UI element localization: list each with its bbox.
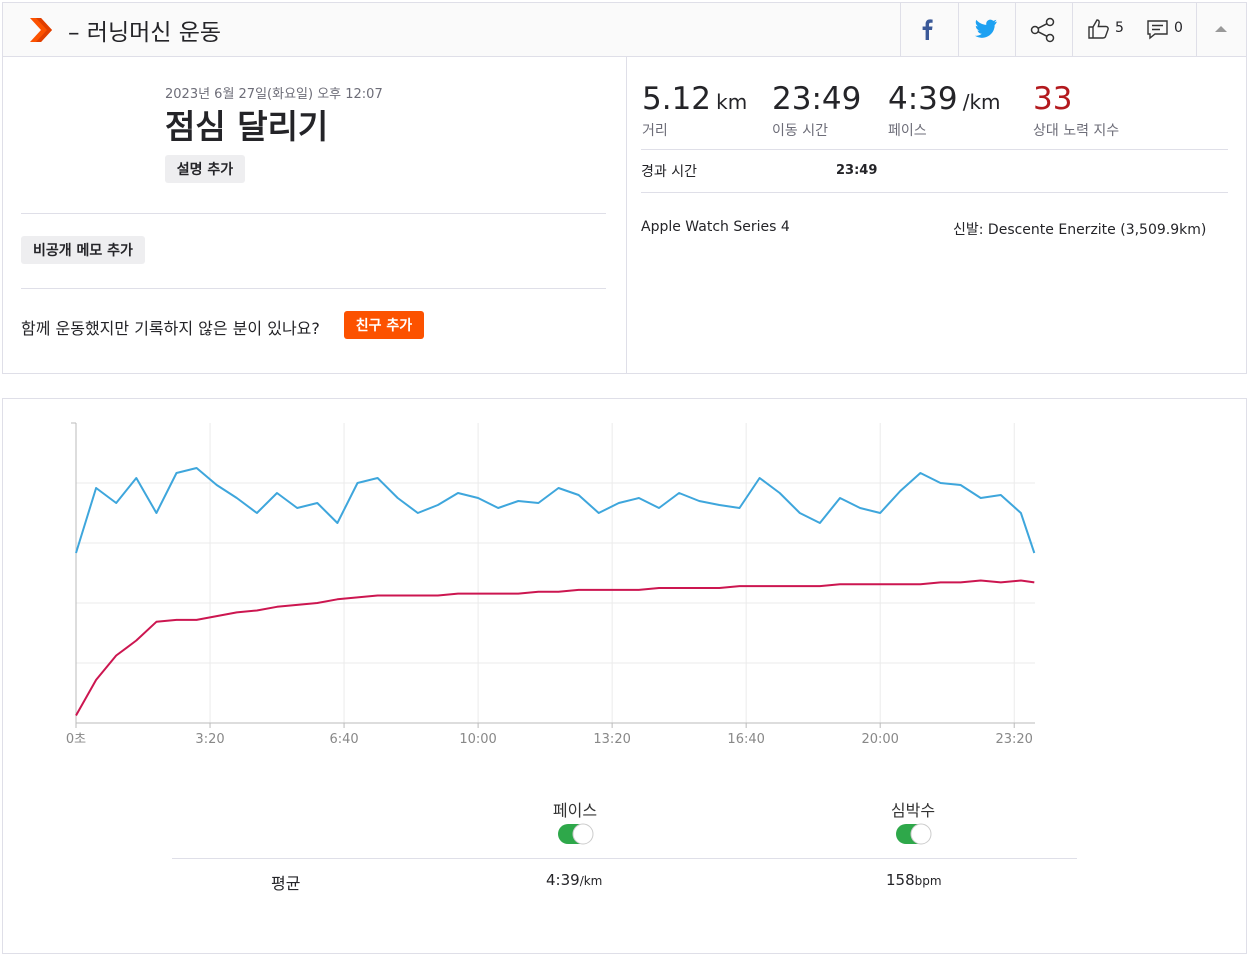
x-tick-label: 0초 bbox=[66, 732, 86, 747]
facebook-button[interactable] bbox=[918, 18, 938, 40]
divider bbox=[21, 213, 606, 214]
logo bbox=[30, 18, 52, 42]
stat-label: 상대 노력 지수 bbox=[1033, 123, 1120, 139]
summary-value: 4:39/km bbox=[546, 871, 602, 889]
elapsed-value: 23:49 bbox=[836, 163, 878, 178]
stat: 23:49 bbox=[772, 81, 861, 117]
device: Apple Watch Series 4 bbox=[641, 219, 790, 235]
stat-unit: /km bbox=[962, 90, 1001, 114]
page-title: – 러닝머신 운동 bbox=[68, 20, 222, 46]
divider bbox=[1072, 3, 1073, 56]
x-tick-label: 13:20 bbox=[593, 732, 630, 747]
legend-label: 심박수 bbox=[891, 801, 935, 820]
summary-unit: bpm bbox=[914, 874, 942, 888]
stat-label: 이동 시간 bbox=[772, 123, 828, 139]
add-description-button[interactable]: 설명 추가 bbox=[165, 155, 245, 183]
twitter-button[interactable] bbox=[974, 19, 998, 39]
divider bbox=[900, 3, 901, 56]
summary-number: 4:39 bbox=[546, 871, 580, 889]
stat: 33 bbox=[1033, 81, 1072, 117]
comment-icon[interactable] bbox=[1147, 20, 1169, 40]
x-tick-label: 20:00 bbox=[861, 732, 898, 747]
share-button[interactable] bbox=[1030, 17, 1056, 43]
x-tick-label: 3:20 bbox=[195, 732, 224, 747]
summary-label: 평균 bbox=[271, 874, 301, 893]
legend-toggle-knob[interactable] bbox=[572, 823, 594, 845]
divider bbox=[1196, 3, 1197, 56]
summary-unit: /km bbox=[579, 874, 603, 888]
x-tick-label: 6:40 bbox=[329, 732, 358, 747]
x-tick-label: 10:00 bbox=[459, 732, 496, 747]
divider bbox=[958, 3, 959, 56]
add-private-note-button[interactable]: 비공개 메모 추가 bbox=[21, 236, 145, 264]
series-line bbox=[75, 579, 1035, 716]
elapsed-label: 경과 시간 bbox=[641, 164, 697, 180]
kudos-count[interactable]: 5 bbox=[1115, 20, 1124, 36]
chart-card bbox=[2, 398, 1247, 954]
summary-value: 158bpm bbox=[886, 871, 942, 889]
header-bar bbox=[2, 2, 1247, 57]
summary-number: 158 bbox=[886, 871, 915, 889]
legend-label: 페이스 bbox=[553, 801, 597, 820]
divider bbox=[21, 288, 606, 289]
legend-toggle-knob[interactable] bbox=[910, 823, 932, 845]
stat: 5.12 km bbox=[642, 81, 747, 117]
stat-label: 페이스 bbox=[888, 123, 927, 139]
add-friend-button[interactable]: 친구 추가 bbox=[344, 311, 424, 339]
activity-card bbox=[2, 56, 1247, 374]
series-line bbox=[75, 467, 1036, 554]
x-tick-label: 23:20 bbox=[995, 732, 1032, 747]
kudos-icon[interactable] bbox=[1088, 19, 1110, 39]
stat-unit: km bbox=[716, 90, 748, 114]
activity-date: 2023년 6월 27일(화요일) 오후 12:07 bbox=[165, 87, 383, 102]
stat-value: 5.12 bbox=[642, 81, 712, 117]
activity-name: 점심 달리기 bbox=[165, 107, 329, 146]
stat-value: 33 bbox=[1033, 81, 1073, 117]
stat-label: 거리 bbox=[642, 123, 668, 139]
x-tick-label: 16:40 bbox=[727, 732, 764, 747]
divider bbox=[172, 858, 1077, 859]
comment-count[interactable]: 0 bbox=[1174, 20, 1183, 36]
stat-value: 4:39 bbox=[888, 81, 958, 117]
divider bbox=[641, 149, 1228, 150]
shoes: 신발: Descente Enerzite (3,509.9km) bbox=[953, 222, 1207, 238]
collapse-button[interactable] bbox=[1214, 24, 1228, 34]
friends-prompt: 함께 운동했지만 기록하지 않은 분이 있나요? bbox=[21, 319, 320, 338]
stat: 4:39 /km bbox=[888, 81, 1001, 117]
divider bbox=[626, 57, 627, 373]
divider bbox=[641, 192, 1228, 193]
divider bbox=[1015, 3, 1016, 56]
stat-value: 23:49 bbox=[772, 81, 862, 117]
